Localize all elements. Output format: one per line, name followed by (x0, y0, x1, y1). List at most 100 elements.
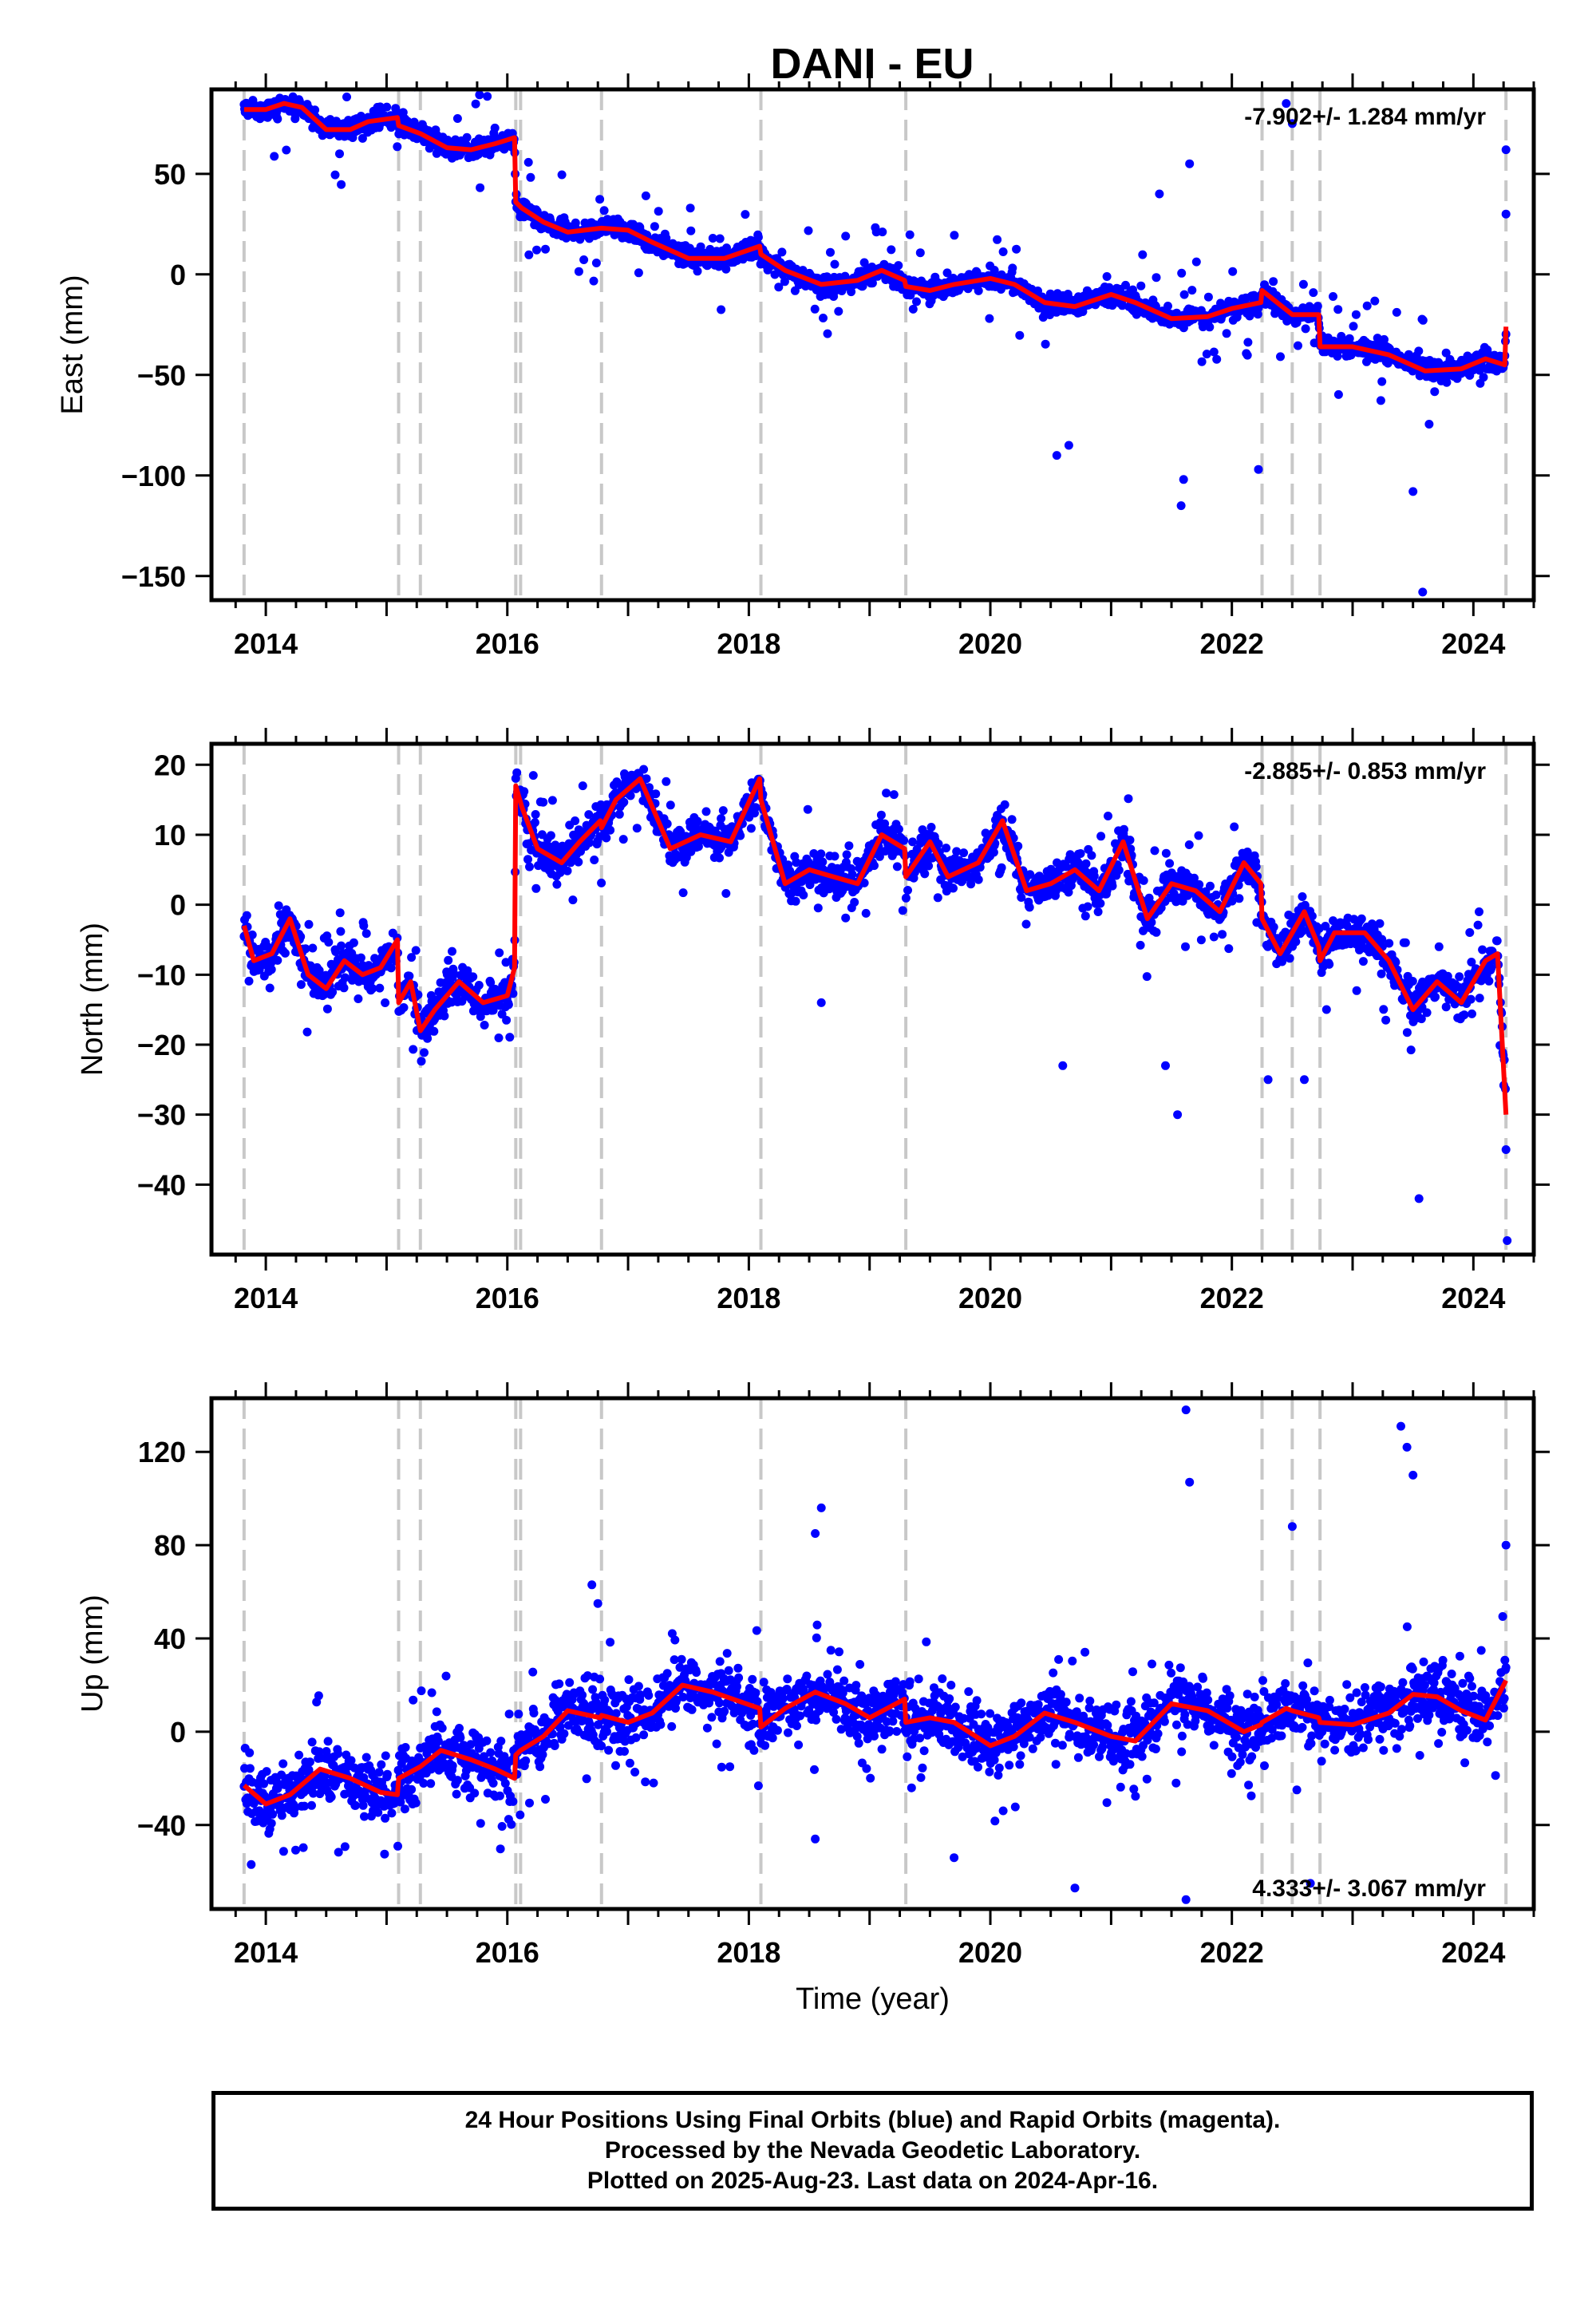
data-point-1477 (1082, 868, 1092, 878)
data-point-122 (310, 105, 320, 115)
data-point-118 (307, 1800, 316, 1810)
data-point-1841 (1291, 937, 1301, 947)
data-point-119 (307, 1737, 317, 1747)
data-point-1725 (1224, 944, 1234, 954)
data-point-903 (753, 232, 763, 242)
data-point-1819 (1278, 957, 1287, 966)
data-point-822 (708, 234, 717, 243)
data-point-1192 (920, 869, 930, 879)
data-point-1701 (1209, 347, 1219, 357)
data-point-1475 (1081, 859, 1091, 868)
data-point-1364 (1015, 330, 1025, 340)
data-point-152 (326, 1792, 336, 1802)
data-point-463 (505, 1033, 515, 1042)
data-point-1673 (1194, 831, 1203, 840)
data-point-1124 (880, 819, 890, 828)
data-point-10 (245, 1748, 255, 1757)
data-point-236 (375, 102, 385, 112)
data-point-1497 (1093, 907, 1103, 916)
data-point-1061 (844, 841, 854, 851)
data-point-9 (244, 976, 254, 986)
data-point-2107 (1442, 377, 1452, 387)
data-point-147 (323, 1737, 333, 1746)
data-point-991 (804, 226, 813, 235)
data-point-196 (351, 1800, 360, 1810)
data-point-845 (721, 264, 731, 274)
x-tick-label: 2016 (476, 627, 539, 660)
data-point-1181 (912, 297, 921, 306)
data-point-1701 (1209, 932, 1219, 942)
data-point-1016 (818, 857, 828, 867)
data-point-1831 (1285, 954, 1294, 963)
data-point-1911 (1329, 292, 1337, 301)
data-point-229 (368, 984, 377, 994)
data-point-1947 (1349, 322, 1358, 331)
data-point-2000 (1380, 334, 1389, 344)
data-point-270 (393, 1841, 402, 1851)
data-point-1515 (1104, 812, 1112, 820)
data-point-572 (568, 895, 578, 905)
data-point-315 (420, 1048, 429, 1057)
data-point-1735 (1230, 822, 1239, 832)
data-point-504 (528, 771, 538, 781)
data-point-2058 (1416, 1014, 1426, 1024)
data-point-1169 (905, 230, 915, 239)
data-point-590 (578, 781, 587, 791)
data-point-61 (273, 114, 282, 124)
data-point-260 (386, 963, 396, 973)
data-point-215 (359, 921, 369, 931)
data-point-164 (334, 1749, 342, 1758)
data-point-1987 (1375, 919, 1385, 928)
data-point-1313 (989, 848, 998, 857)
data-point-495 (523, 855, 532, 864)
data-point-633 (602, 833, 611, 843)
data-point-2177 (1487, 963, 1496, 973)
data-point-1573 (1136, 940, 1145, 950)
data-point-1691 (1203, 292, 1213, 302)
data-point-5 (242, 911, 251, 920)
data-point-1351 (1008, 263, 1017, 273)
data-point-2022 (1392, 307, 1401, 317)
data-point-33 (259, 1779, 269, 1788)
data-point-1541 (1117, 301, 1127, 310)
outlier-point-8 (1161, 1061, 1170, 1070)
data-point-1759 (1242, 350, 1252, 360)
data-point-618 (591, 259, 601, 267)
data-point-68 (279, 1759, 288, 1769)
data-point-2058 (1414, 346, 1424, 356)
data-point-2102 (1443, 971, 1452, 981)
data-point-1620 (1163, 302, 1172, 310)
data-point-1994 (1376, 396, 1385, 405)
data-point-601 (584, 810, 594, 820)
data-point-2143 (1468, 1009, 1476, 1018)
data-point-794 (693, 816, 702, 826)
data-point-2014 (1391, 958, 1400, 967)
outlier-point-0 (1503, 1236, 1512, 1245)
data-point-2141 (1466, 994, 1476, 1004)
data-point-1071 (850, 898, 859, 907)
data-point-1346 (1007, 815, 1017, 824)
data-point-198 (349, 938, 358, 947)
data-point-428 (486, 978, 496, 987)
data-point-1146 (892, 862, 902, 871)
data-point-236 (373, 1808, 383, 1817)
data-point-1959 (1358, 957, 1368, 966)
data-point-530 (543, 841, 553, 851)
outlier-point-6 (1408, 487, 1418, 496)
data-point-726 (654, 207, 663, 216)
data-point-596 (579, 255, 589, 264)
data-point-301 (411, 946, 421, 955)
data-point-833 (715, 853, 724, 863)
data-point-252 (382, 1769, 392, 1779)
y-tick-label: 50 (154, 158, 186, 191)
data-point-1585 (1142, 972, 1152, 982)
data-point-2031 (1400, 938, 1410, 947)
data-point-1110 (871, 227, 881, 237)
data-point-275 (396, 1797, 405, 1807)
data-point-1599 (1152, 273, 1161, 283)
data-point-409 (474, 981, 484, 990)
data-point-1970 (1362, 301, 1372, 310)
data-point-47 (265, 983, 275, 993)
data-point-1956 (1357, 914, 1366, 923)
